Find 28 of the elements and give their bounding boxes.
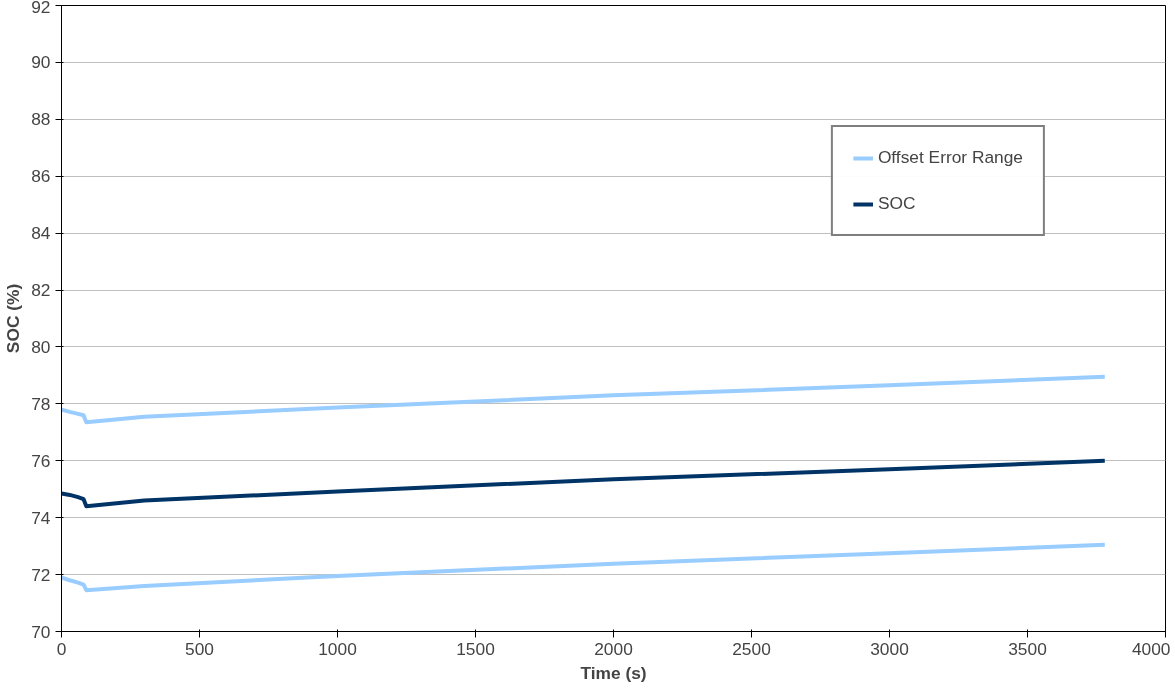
line-series xyxy=(61,374,1107,425)
y-tick-label: 90 xyxy=(31,52,51,73)
y-tick-label: 82 xyxy=(31,280,51,301)
x-tick-label: 4000 xyxy=(1131,638,1171,659)
x-tick-label: 3500 xyxy=(1008,638,1047,659)
line-series xyxy=(61,458,1107,509)
x-tick-label: 2000 xyxy=(594,638,633,659)
y-tick-label: 92 xyxy=(31,0,51,17)
y-tick-label: 88 xyxy=(31,109,51,130)
y-tick-label: 74 xyxy=(31,507,51,528)
x-tick-label: 1000 xyxy=(318,638,357,659)
x-tick-label: 2500 xyxy=(732,638,771,659)
x-tick-label: 3000 xyxy=(870,638,909,659)
y-axis-title: SOC (%) xyxy=(3,283,24,354)
y-tick-label: 70 xyxy=(31,621,51,642)
legend-label: SOC xyxy=(877,193,916,214)
legend-label: Offset Error Range xyxy=(877,147,1023,168)
y-tick-label: 86 xyxy=(31,166,51,187)
y-tick-label: 78 xyxy=(31,393,51,414)
y-tick-label: 80 xyxy=(31,336,51,357)
y-tick-label: 72 xyxy=(31,564,51,585)
line-series xyxy=(61,542,1107,593)
y-tick-label: 84 xyxy=(31,223,51,244)
y-tick-label: 76 xyxy=(31,450,51,471)
x-tick-label: 0 xyxy=(56,638,67,659)
x-tick-label: 1500 xyxy=(456,638,495,659)
x-axis-title: Time (s) xyxy=(580,662,647,683)
x-tick-label: 500 xyxy=(185,638,214,659)
